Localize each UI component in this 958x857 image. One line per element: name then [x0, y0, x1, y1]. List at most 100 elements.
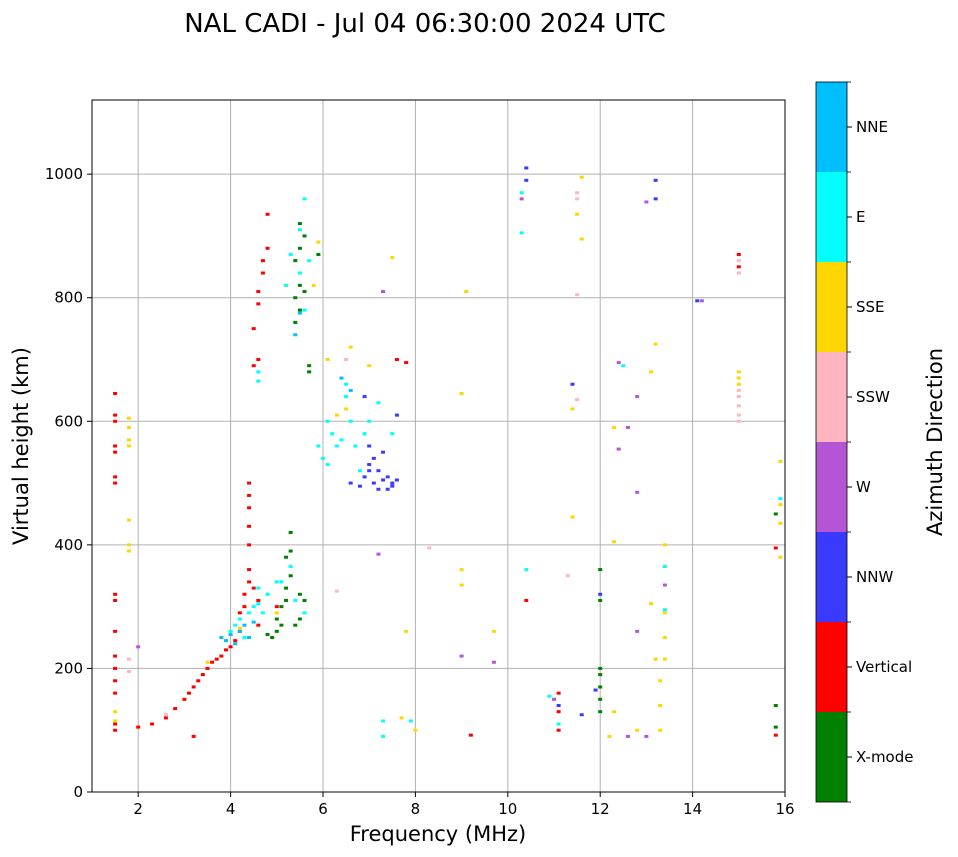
data-point — [653, 178, 658, 182]
x-tick-label: 10 — [498, 800, 517, 818]
data-point — [736, 370, 741, 374]
data-point — [390, 256, 395, 260]
data-point — [459, 654, 464, 658]
data-point — [113, 654, 118, 658]
data-point — [279, 623, 284, 627]
data-point — [524, 598, 529, 602]
data-point — [302, 308, 307, 312]
data-point — [344, 382, 349, 386]
data-point — [260, 259, 265, 263]
data-point — [302, 197, 307, 201]
data-point — [242, 592, 247, 596]
data-point — [210, 660, 215, 664]
colorbar-tick-label: X-mode — [856, 748, 913, 766]
data-point — [284, 283, 289, 287]
data-point — [330, 432, 335, 436]
data-point — [113, 710, 118, 714]
series-x-mode — [265, 222, 778, 729]
data-point — [644, 734, 649, 738]
series-e — [228, 191, 783, 738]
data-point — [662, 564, 667, 568]
data-point — [662, 657, 667, 661]
data-point — [297, 228, 302, 232]
series-nnw — [348, 166, 700, 717]
y-tick-label: 600 — [54, 412, 83, 430]
data-point — [293, 333, 298, 337]
data-point — [778, 521, 783, 525]
data-point — [288, 574, 293, 578]
data-point — [371, 481, 376, 485]
data-point — [247, 506, 252, 510]
data-point — [136, 645, 141, 649]
data-point — [598, 592, 603, 596]
data-point — [773, 725, 778, 729]
data-point — [736, 376, 741, 380]
data-point — [113, 679, 118, 683]
data-point — [612, 710, 617, 714]
data-point — [284, 586, 289, 590]
data-point — [612, 425, 617, 429]
data-point — [302, 290, 307, 294]
data-point — [297, 592, 302, 596]
data-point — [773, 546, 778, 550]
data-point — [274, 611, 279, 615]
x-tick-label: 14 — [683, 800, 702, 818]
series-ssw — [126, 191, 741, 717]
data-point — [126, 444, 131, 448]
data-point — [187, 691, 192, 695]
data-point — [325, 419, 330, 423]
data-point — [297, 308, 302, 312]
x-tick-label: 12 — [591, 800, 610, 818]
data-marks — [113, 166, 783, 738]
data-point — [265, 246, 270, 250]
data-point — [362, 432, 367, 436]
data-point — [113, 728, 118, 732]
data-point — [773, 512, 778, 516]
data-point — [653, 197, 658, 201]
data-point — [699, 299, 704, 303]
data-point — [321, 456, 325, 460]
data-point — [367, 419, 372, 423]
data-point — [237, 626, 242, 630]
data-point — [773, 733, 778, 737]
x-tick-label: 16 — [775, 800, 794, 818]
data-point — [552, 697, 556, 701]
data-point — [150, 722, 155, 726]
data-point — [736, 419, 741, 423]
data-point — [297, 222, 302, 226]
data-point — [126, 670, 131, 674]
data-point — [325, 463, 330, 467]
colorbar-segment — [816, 262, 847, 352]
data-point — [113, 475, 118, 479]
data-point — [367, 444, 372, 448]
data-point — [616, 361, 621, 365]
data-point — [334, 413, 339, 417]
data-point — [297, 271, 302, 275]
data-point — [579, 713, 584, 717]
grid-lines — [92, 100, 785, 793]
data-point — [316, 252, 321, 256]
data-point — [348, 419, 353, 423]
colorbar-segment — [816, 622, 847, 712]
data-point — [334, 589, 339, 593]
data-point — [575, 197, 580, 201]
data-point — [570, 407, 575, 411]
colorbar-frame — [815, 81, 848, 803]
data-point — [598, 666, 603, 670]
data-point — [695, 299, 700, 303]
data-point — [126, 425, 131, 429]
data-point — [524, 568, 529, 572]
y-tick-label: 400 — [54, 536, 83, 554]
data-point — [113, 450, 118, 454]
data-point — [242, 636, 247, 640]
data-point — [191, 685, 196, 689]
data-point — [288, 531, 293, 534]
data-point — [598, 710, 603, 714]
data-point — [635, 629, 640, 633]
data-point — [247, 493, 252, 497]
colorbar-tick-label: NNE — [856, 118, 888, 136]
data-point — [736, 265, 741, 269]
data-point — [556, 704, 561, 707]
data-point — [344, 407, 349, 411]
